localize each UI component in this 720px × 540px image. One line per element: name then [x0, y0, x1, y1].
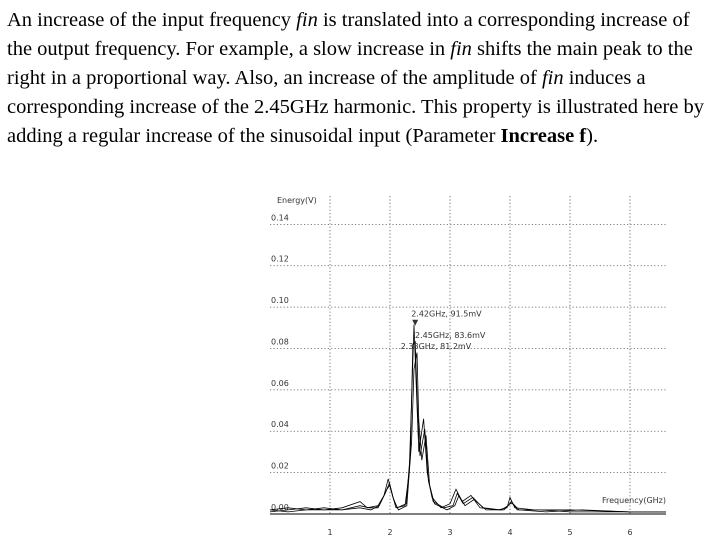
- para-param-name: Increase f: [500, 125, 587, 147]
- para-text-1: An increase of the input frequency: [7, 9, 297, 31]
- x-axis-title: Frequency(GHz): [602, 496, 666, 505]
- description-paragraph: An increase of the input frequency fin i…: [7, 6, 715, 151]
- y-tick-labels: 0.00 0.02 0.04 0.06 0.08 0.10 0.12 0.14: [271, 213, 289, 512]
- x-tick-label: 1: [327, 528, 332, 537]
- y-tick-label: 0.08: [271, 337, 289, 346]
- y-tick-label: 0.10: [271, 296, 289, 305]
- x-tick-label: 5: [567, 528, 572, 537]
- x-tick-labels: 1 2 3 4 5 6: [327, 528, 632, 537]
- chart-background: [262, 188, 672, 540]
- para-text-end: ).: [586, 125, 599, 147]
- para-text-3: shifts the main peak to the right in a p…: [7, 38, 693, 89]
- x-tick-label: 2: [387, 528, 392, 537]
- para-fin-1: fin: [296, 9, 318, 31]
- x-tick-label: 3: [447, 528, 452, 537]
- spectrum-series-1: [269, 324, 666, 513]
- para-fin-2: fin: [450, 38, 472, 60]
- chart-annotations: 2.42GHz, 91.5mV 2.45GHz, 83.6mV 2.38GHz, 8…: [401, 310, 486, 351]
- y-tick-label: 0.02: [271, 462, 289, 471]
- spectrum-series-3: [269, 352, 666, 513]
- y-axis-title: Energy(V): [277, 196, 317, 205]
- para-fin-3: fin: [541, 67, 564, 89]
- y-tick-label: 0.12: [271, 255, 289, 264]
- x-tick-label: 4: [507, 528, 512, 537]
- peak-annotation: 2.45GHz, 83.6mV: [415, 331, 486, 340]
- peak-annotation: 2.42GHz, 91.5mV: [411, 310, 482, 319]
- y-tick-label: 0.06: [271, 379, 289, 388]
- y-tick-label: 0.00: [271, 503, 289, 512]
- para-text-4: induces a corresponding increase of the …: [7, 67, 704, 147]
- chart-series: [269, 324, 666, 513]
- peak-marker-arrow: [412, 319, 419, 326]
- y-tick-label: 0.04: [271, 420, 289, 429]
- chart-grid: [270, 196, 666, 515]
- peak-annotation: 2.38GHz, 81.2mV: [401, 342, 472, 351]
- y-tick-label: 0.14: [271, 213, 289, 222]
- para-text-2: is translated into a corresponding incre…: [7, 9, 690, 60]
- x-tick-label: 6: [627, 528, 632, 537]
